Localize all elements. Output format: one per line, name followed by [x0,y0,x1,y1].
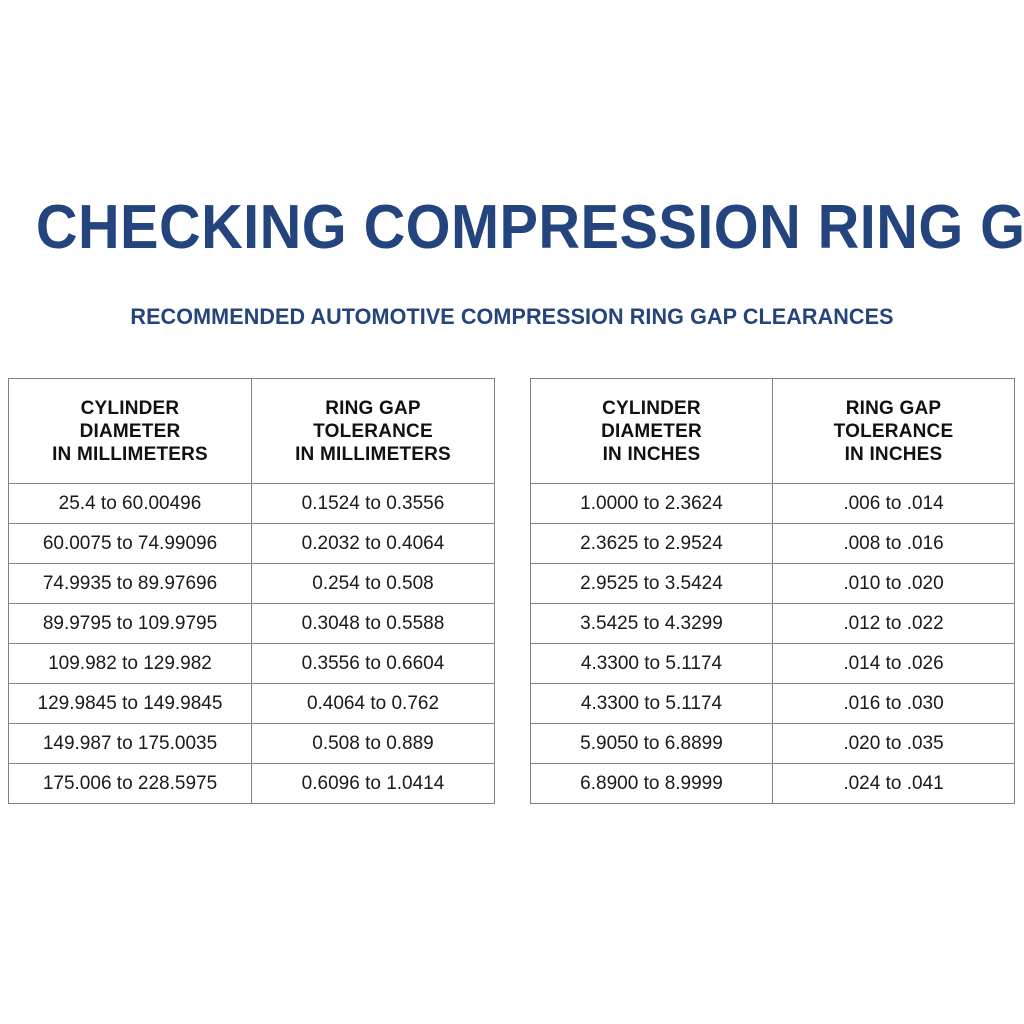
table-row: 3.5425 to 4.3299 .012 to .022 [530,603,1015,644]
cell-diameter: 6.8900 to 8.9999 [530,763,773,804]
cell-diameter: 4.3300 to 5.1174 [530,643,773,684]
header-line-3: IN MILLIMETERS [295,443,451,465]
header-line-1: CYLINDER [602,397,701,419]
cell-diameter: 109.982 to 129.982 [8,643,252,684]
header-line-2: DIAMETER [601,420,702,442]
page-subtitle: RECOMMENDED AUTOMOTIVE COMPRESSION RING … [130,304,894,329]
metric-table-header: CYLINDER DIAMETER IN MILLIMETERS RING GA… [8,378,495,484]
table-row: 60.0075 to 74.99096 0.2032 to 0.4064 [8,523,495,564]
table-row: 1.0000 to 2.3624 .006 to .014 [530,483,1015,524]
table-header-row: CYLINDER DIAMETER IN MILLIMETERS RING GA… [8,378,495,484]
metric-table: CYLINDER DIAMETER IN MILLIMETERS RING GA… [8,378,495,804]
imperial-table-body: 1.0000 to 2.3624 .006 to .014 2.3625 to … [530,483,1015,804]
table-row: 89.9795 to 109.9795 0.3048 to 0.5588 [8,603,495,644]
cell-diameter: 175.006 to 228.5975 [8,763,252,804]
cell-diameter: 3.5425 to 4.3299 [530,603,773,644]
column-header-cylinder-diameter-in: CYLINDER DIAMETER IN INCHES [530,378,773,484]
table-row: 4.3300 to 5.1174 .016 to .030 [530,683,1015,724]
cell-tolerance: 0.508 to 0.889 [251,723,495,764]
cell-tolerance: 0.3048 to 0.5588 [251,603,495,644]
header-line-2: TOLERANCE [833,420,954,442]
header-line-2: DIAMETER [79,420,181,442]
table-row: 74.9935 to 89.97696 0.254 to 0.508 [8,563,495,604]
page-title: CHECKING COMPRESSION RING GAPS [35,193,1024,262]
table-row: 149.987 to 175.0035 0.508 to 0.889 [8,723,495,764]
header-line-3: IN INCHES [844,443,943,465]
table-row: 25.4 to 60.00496 0.1524 to 0.3556 [8,483,495,524]
table-row: 5.9050 to 6.8899 .020 to .035 [530,723,1015,764]
table-row: 109.982 to 129.982 0.3556 to 0.6604 [8,643,495,684]
cell-diameter: 74.9935 to 89.97696 [8,563,252,604]
cell-tolerance: .012 to .022 [772,603,1015,644]
cell-diameter: 4.3300 to 5.1174 [530,683,773,724]
cell-diameter: 1.0000 to 2.3624 [530,483,773,524]
cell-tolerance: 0.6096 to 1.0414 [251,763,495,804]
cell-tolerance: .016 to .030 [772,683,1015,724]
cell-tolerance: .024 to .041 [772,763,1015,804]
header-line-2: TOLERANCE [313,420,433,442]
header-line-1: RING GAP [845,397,942,419]
table-row: 129.9845 to 149.9845 0.4064 to 0.762 [8,683,495,724]
cell-diameter: 149.987 to 175.0035 [8,723,252,764]
cell-diameter: 25.4 to 60.00496 [8,483,252,524]
cell-diameter: 5.9050 to 6.8899 [530,723,773,764]
metric-table-container: CYLINDER DIAMETER IN MILLIMETERS RING GA… [8,378,495,804]
cell-tolerance: 0.3556 to 0.6604 [251,643,495,684]
cell-diameter: 2.3625 to 2.9524 [530,523,773,564]
imperial-table-header: CYLINDER DIAMETER IN INCHES RING GAP TOL… [530,378,1015,484]
cell-diameter: 60.0075 to 74.99096 [8,523,252,564]
column-header-ring-gap-tolerance-in: RING GAP TOLERANCE IN INCHES [772,378,1015,484]
cell-tolerance: .008 to .016 [772,523,1015,564]
metric-table-body: 25.4 to 60.00496 0.1524 to 0.3556 60.007… [8,483,495,804]
cell-tolerance: 0.2032 to 0.4064 [251,523,495,564]
title-block: CHECKING COMPRESSION RING GAPS [0,196,1024,260]
header-line-1: CYLINDER [80,397,180,419]
column-header-cylinder-diameter-mm: CYLINDER DIAMETER IN MILLIMETERS [8,378,252,484]
cell-tolerance: .010 to .020 [772,563,1015,604]
table-row: 6.8900 to 8.9999 .024 to .041 [530,763,1015,804]
table-row: 2.3625 to 2.9524 .008 to .016 [530,523,1015,564]
table-header-row: CYLINDER DIAMETER IN INCHES RING GAP TOL… [530,378,1015,484]
table-row: 175.006 to 228.5975 0.6096 to 1.0414 [8,763,495,804]
header-line-3: IN INCHES [602,443,701,465]
imperial-table-container: CYLINDER DIAMETER IN INCHES RING GAP TOL… [530,378,1015,804]
header-line-1: RING GAP [325,397,421,419]
table-row: 4.3300 to 5.1174 .014 to .026 [530,643,1015,684]
cell-diameter: 129.9845 to 149.9845 [8,683,252,724]
cell-tolerance: 0.4064 to 0.762 [251,683,495,724]
cell-tolerance: 0.254 to 0.508 [251,563,495,604]
cell-tolerance: .006 to .014 [772,483,1015,524]
cell-diameter: 89.9795 to 109.9795 [8,603,252,644]
cell-tolerance: .020 to .035 [772,723,1015,764]
cell-diameter: 2.9525 to 3.5424 [530,563,773,604]
header-line-3: IN MILLIMETERS [52,443,208,465]
cell-tolerance: 0.1524 to 0.3556 [251,483,495,524]
imperial-table: CYLINDER DIAMETER IN INCHES RING GAP TOL… [530,378,1015,804]
table-row: 2.9525 to 3.5424 .010 to .020 [530,563,1015,604]
cell-tolerance: .014 to .026 [772,643,1015,684]
column-header-ring-gap-tolerance-mm: RING GAP TOLERANCE IN MILLIMETERS [251,378,495,484]
